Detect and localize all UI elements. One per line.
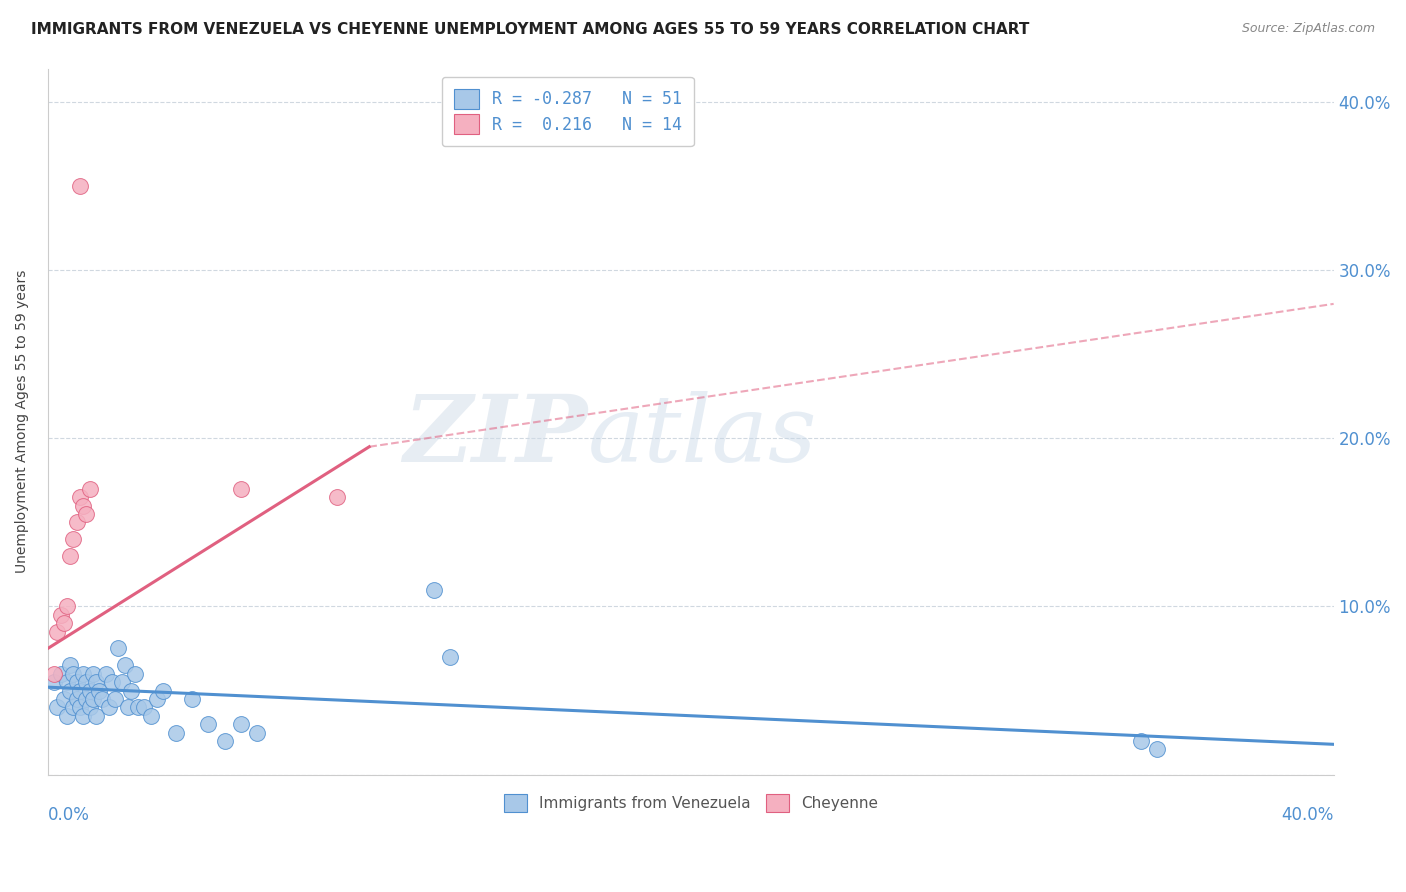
- Text: 0.0%: 0.0%: [48, 806, 90, 824]
- Point: [422, 582, 444, 597]
- Point: [139, 708, 162, 723]
- Point: [114, 658, 136, 673]
- Point: [49, 607, 72, 622]
- Point: [69, 179, 91, 194]
- Text: atlas: atlas: [588, 391, 817, 481]
- Point: [84, 675, 107, 690]
- Point: [94, 666, 117, 681]
- Point: [111, 675, 134, 690]
- Text: 40.0%: 40.0%: [1281, 806, 1334, 824]
- Point: [56, 599, 79, 614]
- Point: [104, 692, 127, 706]
- Point: [1129, 734, 1152, 748]
- Point: [62, 700, 84, 714]
- Point: [82, 666, 104, 681]
- Point: [134, 700, 156, 714]
- Point: [229, 717, 252, 731]
- Point: [82, 692, 104, 706]
- Point: [117, 700, 139, 714]
- Point: [120, 683, 142, 698]
- Legend: Immigrants from Venezuela, Cheyenne: Immigrants from Venezuela, Cheyenne: [496, 786, 886, 820]
- Point: [66, 675, 89, 690]
- Point: [56, 708, 79, 723]
- Point: [69, 683, 91, 698]
- Point: [97, 700, 120, 714]
- Text: Source: ZipAtlas.com: Source: ZipAtlas.com: [1241, 22, 1375, 36]
- Point: [52, 692, 75, 706]
- Point: [59, 549, 82, 563]
- Point: [62, 666, 84, 681]
- Point: [75, 675, 97, 690]
- Point: [75, 507, 97, 521]
- Point: [91, 692, 114, 706]
- Point: [56, 675, 79, 690]
- Point: [124, 666, 146, 681]
- Point: [62, 533, 84, 547]
- Point: [246, 725, 269, 739]
- Point: [165, 725, 187, 739]
- Point: [72, 708, 94, 723]
- Point: [49, 666, 72, 681]
- Point: [44, 675, 66, 690]
- Point: [101, 675, 124, 690]
- Point: [79, 700, 101, 714]
- Point: [214, 734, 236, 748]
- Point: [107, 641, 129, 656]
- Point: [146, 692, 169, 706]
- Point: [59, 658, 82, 673]
- Point: [69, 700, 91, 714]
- Point: [1146, 742, 1168, 756]
- Point: [46, 624, 69, 639]
- Point: [197, 717, 219, 731]
- Point: [229, 482, 252, 496]
- Point: [75, 692, 97, 706]
- Point: [439, 649, 461, 664]
- Point: [79, 683, 101, 698]
- Point: [69, 490, 91, 504]
- Point: [79, 482, 101, 496]
- Point: [46, 700, 69, 714]
- Point: [66, 516, 89, 530]
- Point: [152, 683, 174, 698]
- Point: [326, 490, 349, 504]
- Point: [72, 666, 94, 681]
- Point: [44, 666, 66, 681]
- Point: [59, 683, 82, 698]
- Point: [127, 700, 149, 714]
- Point: [84, 708, 107, 723]
- Point: [66, 692, 89, 706]
- Point: [72, 499, 94, 513]
- Point: [181, 692, 204, 706]
- Text: ZIP: ZIP: [404, 391, 588, 481]
- Y-axis label: Unemployment Among Ages 55 to 59 years: Unemployment Among Ages 55 to 59 years: [15, 270, 30, 574]
- Point: [52, 616, 75, 631]
- Text: IMMIGRANTS FROM VENEZUELA VS CHEYENNE UNEMPLOYMENT AMONG AGES 55 TO 59 YEARS COR: IMMIGRANTS FROM VENEZUELA VS CHEYENNE UN…: [31, 22, 1029, 37]
- Point: [89, 683, 111, 698]
